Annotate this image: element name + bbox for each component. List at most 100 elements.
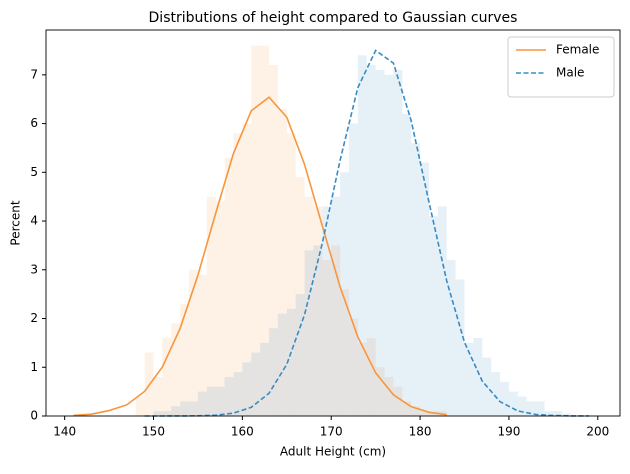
histogram-bar — [224, 157, 234, 416]
histogram-bar — [277, 313, 287, 416]
histogram-bar — [411, 143, 421, 416]
histogram-bar — [517, 396, 527, 416]
histogram-bar — [500, 381, 509, 416]
legend: Female Male — [507, 36, 615, 98]
x-tick-label: 200 — [586, 425, 609, 439]
legend-label: Female — [556, 43, 599, 57]
histogram-bar — [242, 123, 252, 417]
histogram-bar — [197, 391, 207, 416]
histogram-bar — [251, 45, 261, 417]
gaussian-curve — [144, 49, 589, 417]
histogram-bar — [197, 274, 207, 416]
y-tick-label: 0 — [30, 409, 38, 423]
y-tick-label: 5 — [30, 165, 38, 179]
legend-box — [507, 36, 615, 98]
histogram-bar — [313, 245, 323, 416]
y-tick-label: 7 — [30, 67, 38, 81]
y-tick-label: 4 — [30, 214, 38, 228]
histogram-bar — [180, 401, 190, 416]
histogram-bar — [206, 386, 216, 416]
histogram-bar — [215, 201, 225, 416]
histogram-bar — [464, 342, 474, 416]
chart-title: Distributions of height compared to Gaus… — [149, 10, 518, 26]
histogram-bar — [269, 328, 278, 416]
histogram-bar — [446, 260, 456, 416]
histogram-bar — [544, 411, 554, 416]
histogram-bar — [162, 338, 172, 416]
histogram-bar — [357, 55, 367, 416]
histogram-bar — [153, 411, 163, 416]
histogram-bar — [260, 342, 270, 416]
histogram-bar — [171, 323, 181, 416]
histogram-bar — [428, 216, 438, 416]
legend-label: Male — [556, 66, 584, 80]
histogram-bar — [384, 74, 394, 417]
x-tick-label: 140 — [53, 425, 76, 439]
histogram-bar — [189, 269, 198, 416]
histogram-bar — [384, 377, 394, 416]
histogram-bar — [233, 372, 243, 416]
x-tick-label: 160 — [231, 425, 254, 439]
histogram-bar — [348, 123, 358, 417]
histogram-bar — [295, 294, 305, 416]
histogram-bar — [153, 377, 163, 416]
histogram-bar — [366, 338, 376, 416]
histogram-bar — [375, 367, 385, 416]
x-tick-label: 170 — [320, 425, 343, 439]
histogram-bar — [420, 162, 429, 416]
histogram-bar — [286, 308, 296, 416]
histogram-bar — [562, 413, 572, 416]
histogram-bar — [135, 396, 145, 416]
histogram-bar — [162, 411, 172, 416]
histogram-bar — [473, 338, 483, 416]
histogram-bar — [277, 108, 287, 417]
y-tick-label: 6 — [30, 116, 38, 130]
histogram-bar — [242, 362, 252, 416]
histogram-bar — [331, 245, 341, 416]
y-tick-label: 2 — [30, 311, 38, 325]
histogram-bar — [331, 196, 341, 416]
histogram-bar — [251, 352, 261, 416]
histogram-bar — [269, 65, 278, 416]
histogram-bar — [322, 206, 332, 416]
histogram-bar — [304, 196, 314, 416]
histogram-bar — [313, 206, 323, 416]
histogram-bar — [375, 69, 385, 416]
histogram-bar — [491, 372, 501, 416]
histogram-bar — [526, 401, 536, 416]
histogram-bar — [420, 411, 429, 416]
histogram-bar — [340, 172, 349, 416]
histogram-bar — [295, 177, 305, 416]
histogram-bar — [233, 133, 243, 416]
y-tick-label: 3 — [30, 262, 38, 276]
histogram-bar — [437, 206, 447, 416]
histogram-bar — [224, 377, 234, 416]
histogram-bar — [206, 196, 216, 416]
histogram-bar — [411, 406, 421, 416]
histogram-bar — [535, 401, 545, 416]
histogram-bar — [180, 303, 190, 416]
histogram-bar — [366, 65, 376, 416]
x-axis-label: Adult Height (cm) — [280, 445, 386, 459]
histogram-bar — [402, 113, 412, 417]
histogram-bar — [402, 401, 412, 416]
histogram-bar — [393, 69, 403, 416]
x-tick-label: 180 — [409, 425, 432, 439]
histogram-bar — [260, 45, 270, 417]
histogram-bar — [393, 386, 403, 416]
gaussian-curve — [73, 96, 447, 417]
x-tick-label: 190 — [497, 425, 520, 439]
y-axis-label: Percent — [9, 200, 23, 245]
histogram-bar — [348, 318, 358, 416]
plot-frame — [45, 29, 621, 417]
histogram-bar — [455, 279, 465, 416]
histogram-bar — [304, 250, 314, 416]
histogram-bar — [215, 386, 225, 416]
histogram-bar — [286, 133, 296, 416]
histogram-bar — [357, 342, 367, 416]
histogram-bar — [340, 289, 349, 416]
histogram-bar — [553, 411, 563, 416]
histogram-bar — [171, 406, 181, 416]
histogram-bar — [322, 260, 332, 416]
